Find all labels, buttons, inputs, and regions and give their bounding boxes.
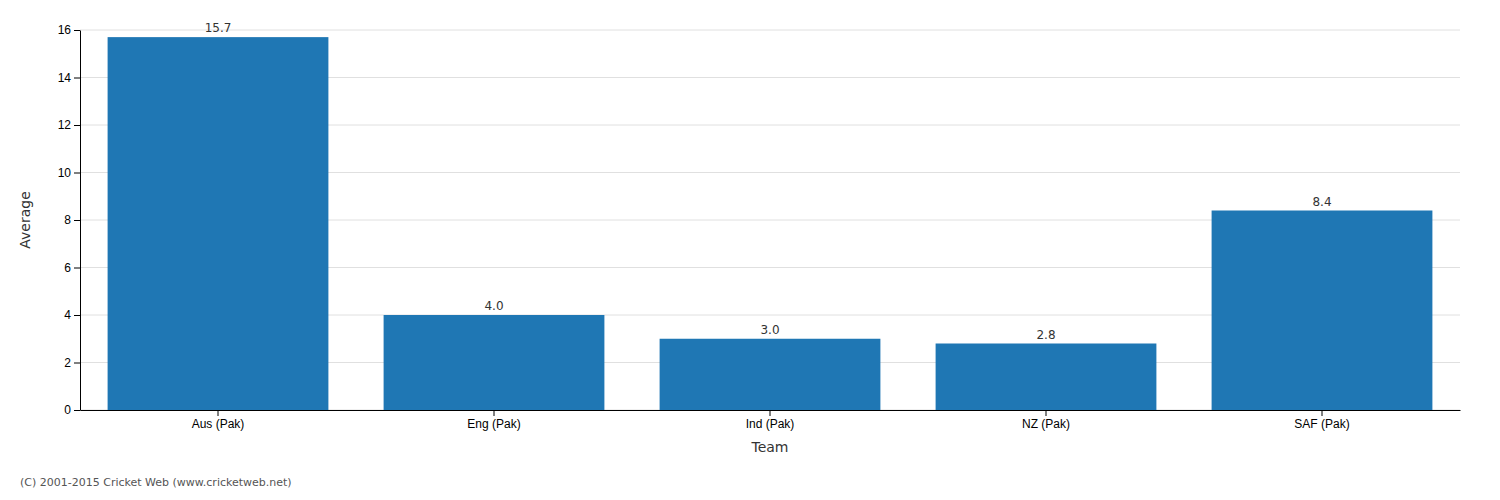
- y-tick-mark: [74, 363, 80, 364]
- y-tick: 2: [64, 356, 80, 370]
- footer-note: (C) 2001-2015 Cricket Web (www.cricketwe…: [20, 476, 292, 489]
- y-tick-label: 10: [58, 166, 72, 180]
- data-labels: 15.7 4.0 3.0 2.8 8.4: [205, 21, 1332, 341]
- x-tick: SAF (Pak): [1294, 410, 1349, 431]
- x-tick-mark: [1322, 410, 1323, 416]
- data-label: 15.7: [205, 21, 232, 35]
- x-tick: Ind (Pak): [746, 410, 795, 431]
- data-label: 4.0: [484, 299, 503, 313]
- y-axis-title: Average: [17, 191, 33, 249]
- chart: Aus (Pak) Eng (Pak) Ind (Pak) NZ (Pak) SAF (…: [0, 0, 1500, 500]
- bar: [660, 339, 881, 410]
- y-tick: 4: [64, 308, 80, 322]
- x-tick-label: Aus (Pak): [192, 417, 245, 431]
- data-label: 2.8: [1036, 328, 1055, 342]
- y-tick-label: 16: [58, 23, 72, 37]
- y-axis-line: [80, 31, 81, 411]
- y-tick-mark: [74, 410, 80, 411]
- y-tick: 14: [58, 71, 80, 85]
- x-tick: Aus (Pak): [192, 410, 245, 431]
- y-tick-label: 8: [64, 213, 71, 227]
- x-axis-title: Team: [750, 439, 788, 455]
- y-tick: 10: [58, 166, 80, 180]
- x-tick-mark: [218, 410, 219, 416]
- x-tick-label: Ind (Pak): [746, 417, 795, 431]
- y-tick-label: 0: [64, 403, 71, 417]
- y-tick-mark: [74, 268, 80, 269]
- plot: Aus (Pak) Eng (Pak) Ind (Pak) NZ (Pak) SAF (…: [17, 21, 1461, 455]
- bar: [1212, 211, 1433, 411]
- y-tick-mark: [74, 30, 80, 31]
- x-tick-mark: [1046, 410, 1047, 416]
- y-tick: 16: [58, 23, 80, 37]
- x-tick-label: NZ (Pak): [1022, 417, 1070, 431]
- bar: [384, 315, 605, 410]
- y-tick-label: 6: [64, 261, 71, 275]
- grid-line: [80, 30, 1460, 31]
- y-tick: 0: [64, 403, 80, 417]
- y-tick: 6: [64, 261, 80, 275]
- y-tick-label: 12: [58, 118, 72, 132]
- y-tick-mark: [74, 78, 80, 79]
- y-tick-mark: [74, 220, 80, 221]
- y-tick: 12: [58, 118, 80, 132]
- y-tick-label: 14: [58, 71, 72, 85]
- bars: [108, 37, 1433, 410]
- y-tick-mark: [74, 125, 80, 126]
- x-tick-label: Eng (Pak): [467, 417, 520, 431]
- y-tick-mark: [74, 173, 80, 174]
- y-tick-label: 4: [64, 308, 71, 322]
- grid: [80, 30, 1460, 410]
- bar: [108, 37, 329, 410]
- x-tick-mark: [770, 410, 771, 416]
- y-tick: 8: [64, 213, 80, 227]
- x-tick: NZ (Pak): [1022, 410, 1070, 431]
- y-axis: 0 2 4 6 8 10 12 14 16: [58, 23, 81, 417]
- bar: [936, 344, 1157, 411]
- x-tick-label: SAF (Pak): [1294, 417, 1349, 431]
- data-label: 8.4: [1312, 195, 1331, 209]
- data-label: 3.0: [760, 323, 779, 337]
- x-axis: Aus (Pak) Eng (Pak) Ind (Pak) NZ (Pak) SAF (…: [81, 410, 1461, 431]
- y-tick-mark: [74, 315, 80, 316]
- x-tick: Eng (Pak): [467, 410, 520, 431]
- x-tick-mark: [494, 410, 495, 416]
- y-tick-label: 2: [64, 356, 71, 370]
